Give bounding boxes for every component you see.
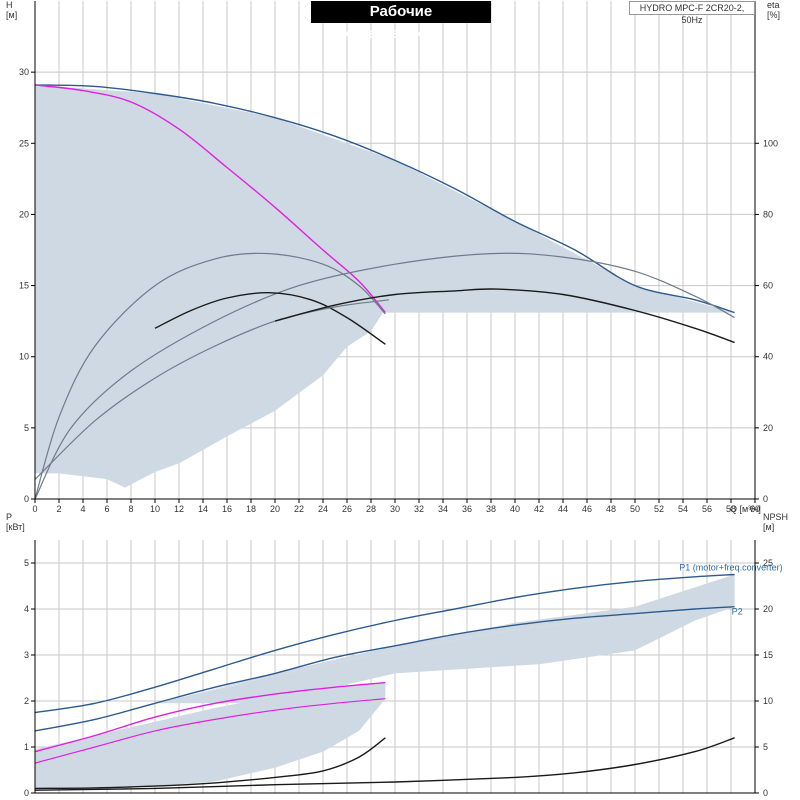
x-tick-label: 2	[56, 504, 61, 514]
x-tick-label: 34	[438, 504, 448, 514]
top-curve-eta_dark-6	[274, 288, 735, 344]
pump-model-label: HYDRO MPC-F 2CR20-2, 50Hz	[629, 1, 755, 25]
top-y2-tick-label: 80	[763, 209, 773, 219]
x-tick-label: 60	[750, 504, 760, 514]
bottom-curve-npsh-4	[34, 737, 386, 790]
top-y2-axis-label: eta [%]	[767, 0, 780, 20]
bottom-curve-power_single-3	[34, 698, 386, 764]
x-tick-label: 22	[294, 504, 304, 514]
series-label-0: P1 (motor+freq.converter)	[679, 563, 782, 573]
top-curve-eta-5	[34, 299, 390, 480]
chart-title: Рабочие характеристики	[311, 1, 491, 42]
bottom-y2-tick-label: 20	[763, 604, 773, 614]
x-tick-label: 16	[222, 504, 232, 514]
x-tick-label: 14	[198, 504, 208, 514]
x-tick-label: 44	[558, 504, 568, 514]
top-y-tick-label: 10	[19, 352, 29, 362]
x-tick-label: 8	[128, 504, 133, 514]
bottom-y-tick-label: 4	[24, 604, 29, 614]
x-tick-label: 36	[462, 504, 472, 514]
x-tick-label: 12	[174, 504, 184, 514]
x-tick-label: 48	[606, 504, 616, 514]
bottom-curve-power_single-2	[34, 681, 386, 753]
top-y-tick-label: 5	[24, 423, 29, 433]
bottom-y2-tick-label: 15	[763, 650, 773, 660]
x-axis-label: Q [м³/ч]	[730, 504, 761, 514]
bottom-curve-npsh-5	[34, 737, 735, 791]
x-tick-label: 46	[582, 504, 592, 514]
top-y2-tick-label: 20	[763, 423, 773, 433]
x-tick-label: 20	[270, 504, 280, 514]
x-tick-label: 28	[366, 504, 376, 514]
x-tick-label: 52	[654, 504, 664, 514]
x-tick-label: 42	[534, 504, 544, 514]
head-envelope	[35, 84, 735, 488]
x-tick-label: 54	[678, 504, 688, 514]
power-envelope-2	[35, 682, 386, 789]
top-curve-head_max-0	[34, 84, 735, 314]
power-envelope-1	[203, 574, 735, 692]
bottom-y-tick-label: 3	[24, 650, 29, 660]
bottom-y-tick-label: 2	[24, 696, 29, 706]
top-y-tick-label: 20	[19, 209, 29, 219]
x-tick-label: 10	[150, 504, 160, 514]
top-curve-eta-2	[34, 252, 386, 500]
x-tick-label: 38	[486, 504, 496, 514]
top-y-tick-label: 25	[19, 138, 29, 148]
x-tick-label: 4	[80, 504, 85, 514]
x-tick-label: 50	[630, 504, 640, 514]
bottom-y2-tick-label: 0	[763, 788, 768, 798]
x-tick-label: 56	[702, 504, 712, 514]
x-tick-label: 24	[318, 504, 328, 514]
bottom-y2-axis-label: NPSH [м]	[763, 512, 788, 532]
top-y-tick-label: 15	[19, 281, 29, 291]
bottom-y-tick-label: 5	[24, 558, 29, 568]
x-tick-label: 58	[726, 504, 736, 514]
top-y-tick-label: 30	[19, 67, 29, 77]
power-envelope-0	[35, 606, 735, 731]
x-tick-label: 6	[104, 504, 109, 514]
top-y2-tick-label: 0	[763, 494, 768, 504]
top-y-tick-label: 0	[24, 494, 29, 504]
x-tick-label: 0	[32, 504, 37, 514]
series-label-1: P2	[732, 607, 743, 617]
top-curve-eta_dark-4	[154, 291, 386, 345]
bottom-curve-power-0	[34, 573, 735, 714]
x-tick-label: 26	[342, 504, 352, 514]
x-tick-label: 32	[414, 504, 424, 514]
bottom-y-tick-label: 1	[24, 742, 29, 752]
bottom-y-tick-label: 0	[24, 788, 29, 798]
bottom-curve-power-1	[34, 606, 735, 732]
bottom-y2-tick-label: 10	[763, 696, 773, 706]
x-tick-label: 18	[246, 504, 256, 514]
top-y2-tick-label: 100	[763, 138, 778, 148]
bottom-y2-tick-label: 25	[763, 558, 773, 568]
top-curve-head_single-1	[34, 84, 386, 314]
top-y-axis-label: H [м]	[6, 0, 17, 20]
top-curve-eta-3	[34, 252, 735, 500]
x-tick-label: 30	[390, 504, 400, 514]
top-y2-tick-label: 60	[763, 281, 773, 291]
bottom-y2-tick-label: 5	[763, 742, 768, 752]
bottom-y-axis-label: P [кВт]	[6, 512, 25, 532]
top-y2-tick-label: 40	[763, 352, 773, 362]
x-tick-label: 40	[510, 504, 520, 514]
